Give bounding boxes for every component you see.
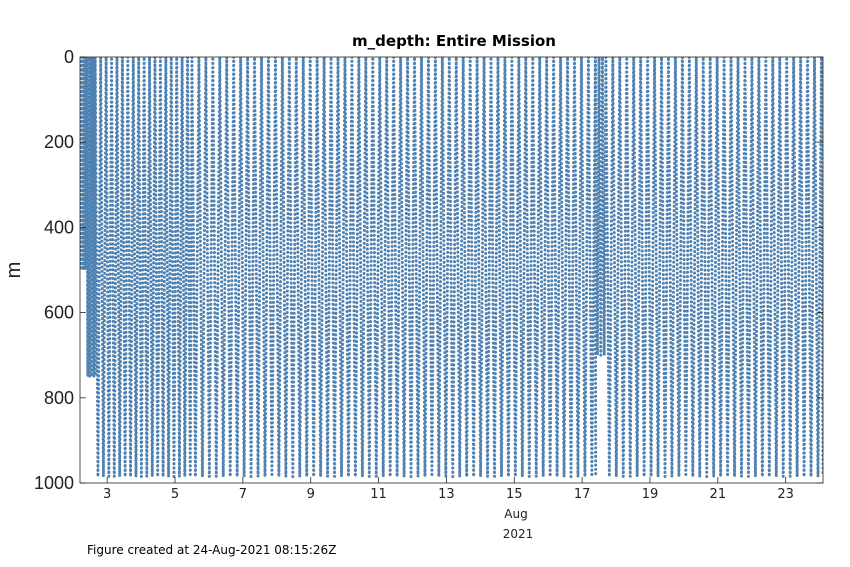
chart-title: m_depth: Entire Mission [352, 32, 556, 50]
x-tick-label: 5 [171, 487, 179, 502]
y-tick-label: 200 [44, 132, 74, 152]
plot-frame [79, 56, 824, 484]
x-tick-label: 23 [777, 487, 794, 502]
x-tick-label: 17 [574, 487, 591, 502]
x-tick-label: 3 [103, 487, 111, 502]
depth-profile-segment [604, 57, 823, 479]
depth-profile-segment [85, 57, 97, 378]
y-tick-label: 600 [44, 303, 74, 323]
depth-profile-segment [594, 57, 608, 356]
y-tick-label: 1000 [34, 473, 74, 493]
depth-profile-segment [93, 57, 194, 477]
x-tick-label: 15 [506, 487, 523, 502]
depth-profile-segment [80, 57, 89, 272]
x-tick-label: 21 [710, 487, 727, 502]
x-axis-year-label: 2021 [503, 527, 534, 541]
x-axis-month-label: Aug [504, 507, 527, 521]
depth-profile-segment [190, 57, 598, 479]
y-axis: 0 200 400 600 800 1000 [34, 47, 823, 493]
x-tick-label: 13 [438, 487, 455, 502]
x-tick-label: 19 [642, 487, 659, 502]
y-axis-label: m [3, 262, 25, 279]
x-tick-label: 11 [370, 487, 387, 502]
x-tick-label: 9 [307, 487, 315, 502]
y-tick-label: 0 [64, 47, 74, 67]
y-tick-label: 800 [44, 388, 74, 408]
x-axis: 3 5 7 9 11 13 15 17 19 21 23 [103, 477, 794, 502]
y-tick-label: 400 [44, 217, 74, 237]
x-tick-label: 7 [239, 487, 247, 502]
data-series [80, 57, 823, 479]
figure-footer: Figure created at 24-Aug-2021 08:15:26Z [87, 543, 336, 557]
